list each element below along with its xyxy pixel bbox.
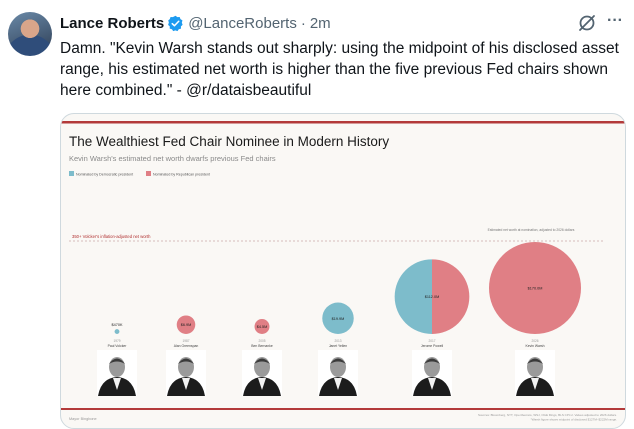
legend-swatch bbox=[69, 171, 74, 176]
legend-label: Nominated by Democratic president bbox=[76, 173, 133, 177]
bubble bbox=[254, 319, 270, 334]
bubble bbox=[176, 315, 196, 334]
bubble-year-label: 1987 bbox=[182, 339, 189, 343]
bubble bbox=[322, 302, 354, 334]
bubble-value-label: $4.5M bbox=[257, 325, 268, 329]
portrait-image bbox=[97, 350, 137, 396]
bubble-value-label: $112.0M bbox=[425, 295, 440, 299]
chart-subtitle: Kevin Warsh's estimated net worth dwarfs… bbox=[69, 154, 276, 163]
portrait-image bbox=[242, 350, 282, 396]
portrait-image bbox=[412, 350, 452, 396]
bubble-left-half bbox=[394, 259, 432, 334]
bubble-year-label: 2026 bbox=[531, 339, 538, 343]
bubble-year-label: 1979 bbox=[113, 339, 120, 343]
top-accent-bar bbox=[61, 121, 625, 124]
bubble-value-label: $6.9M bbox=[181, 323, 192, 327]
verified-badge-icon[interactable] bbox=[167, 15, 184, 32]
author-avatar[interactable] bbox=[8, 12, 52, 56]
top-note: Estimated net worth at nomination, adjus… bbox=[488, 228, 575, 232]
author-handle[interactable]: @LanceRoberts bbox=[188, 14, 297, 32]
chart-credit: Mayor Bingbone bbox=[69, 417, 97, 421]
more-options-button[interactable]: ··· bbox=[607, 12, 623, 29]
bubble bbox=[489, 242, 581, 334]
reference-line-label: 350+ Volcker's inflation-adjusted net wo… bbox=[72, 234, 151, 239]
bubble bbox=[114, 329, 120, 334]
bubble-year-label: 2017 bbox=[428, 339, 435, 343]
legend-label: Nominated by Republican president bbox=[153, 173, 210, 177]
bubble-right-half bbox=[432, 259, 470, 334]
author-name[interactable]: Lance Roberts bbox=[60, 14, 165, 32]
tweet-media-image[interactable]: The Wealthiest Fed Chair Nominee in Mode… bbox=[60, 113, 626, 429]
bubble-name-label: Ben Bernanke bbox=[251, 344, 273, 348]
bubble-value-label: $170.0M bbox=[528, 287, 543, 291]
chart-source: Sources: Bloomberg, NYT, OpenSecrets, WS… bbox=[478, 413, 617, 417]
tweet-header: Lance Roberts @LanceRoberts · 2m bbox=[60, 12, 331, 34]
legend-swatch bbox=[146, 171, 151, 176]
chart-title: The Wealthiest Fed Chair Nominee in Mode… bbox=[69, 134, 389, 149]
bubble-name-label: Alan Greenspan bbox=[174, 344, 199, 348]
bubble-year-label: 2013 bbox=[334, 339, 341, 343]
bubble-value-label: $19.9M bbox=[332, 317, 345, 321]
chart-svg: The Wealthiest Fed Chair Nominee in Mode… bbox=[61, 121, 625, 422]
bubble-name-label: Janet Yellen bbox=[329, 344, 347, 348]
grok-icon[interactable] bbox=[577, 13, 597, 33]
chart-source-note: *Warsh figure shows midpoint of disclose… bbox=[531, 418, 618, 422]
bubble-value-label: $470K bbox=[112, 323, 123, 327]
portrait-image bbox=[515, 350, 555, 396]
portrait-image bbox=[166, 350, 206, 396]
bubble-name-label: Paul Volcker bbox=[108, 344, 128, 348]
bottom-accent-bar bbox=[61, 408, 625, 410]
bubble-year-label: 2005 bbox=[258, 339, 265, 343]
tweet-text: Damn. "Kevin Warsh stands out sharply: u… bbox=[60, 40, 619, 99]
portrait-image bbox=[318, 350, 358, 396]
bubble-name-label: Kevin Warsh bbox=[525, 344, 544, 348]
separator-dot: · bbox=[300, 14, 306, 32]
tweet-timestamp[interactable]: 2m bbox=[309, 14, 331, 32]
bubble-name-label: Jerome Powell bbox=[421, 344, 443, 348]
